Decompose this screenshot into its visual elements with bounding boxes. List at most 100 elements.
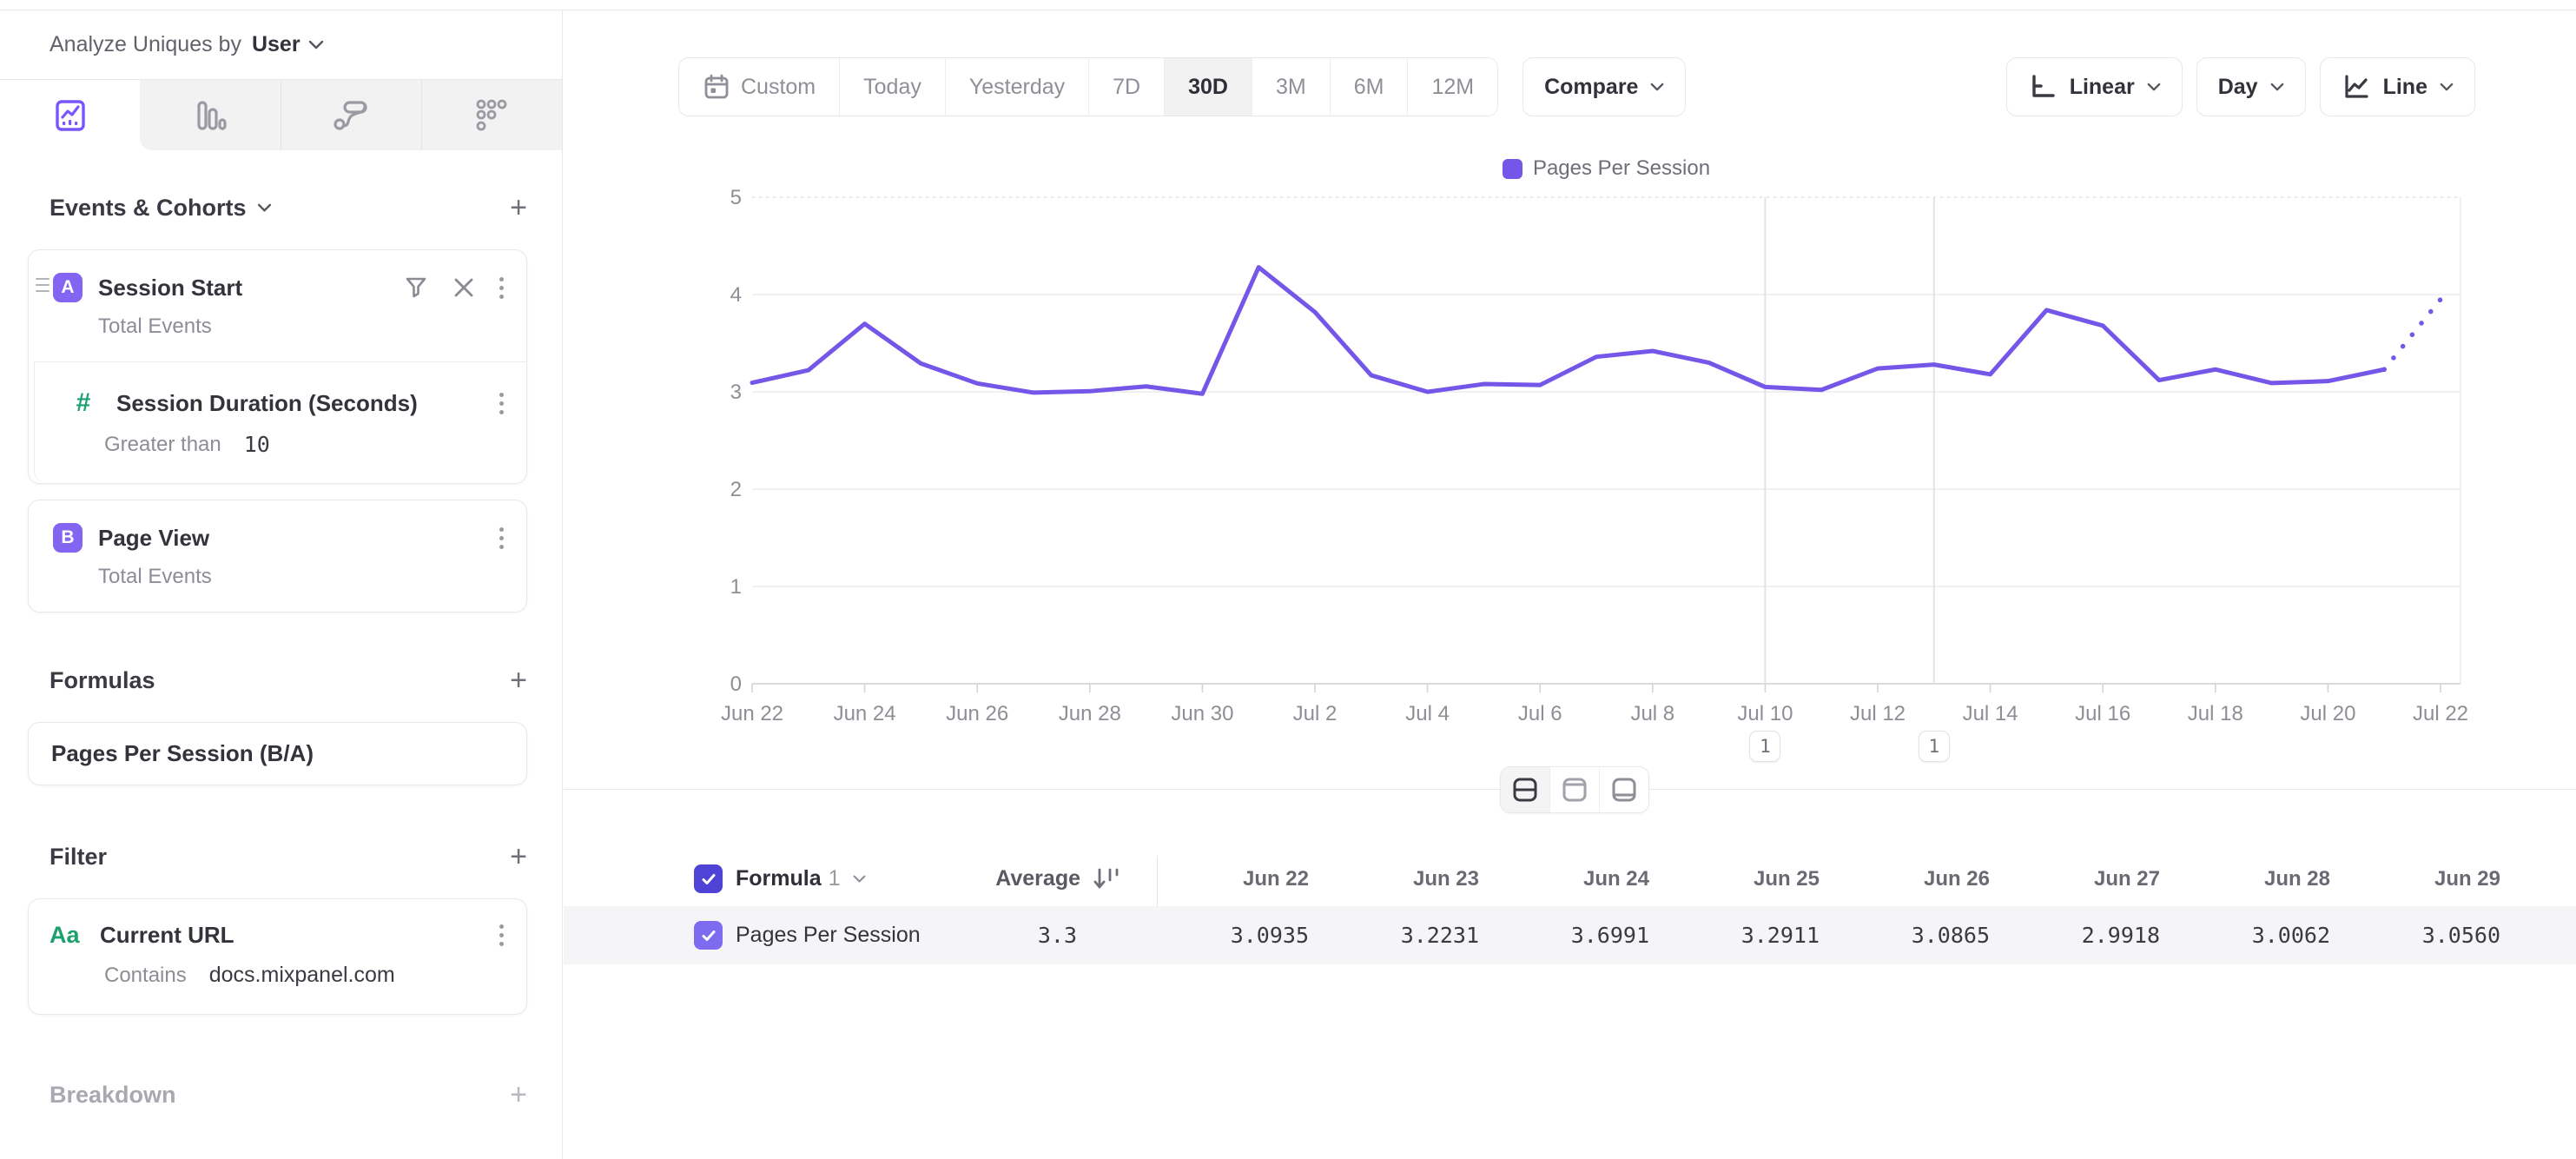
- series-group-header[interactable]: Formula 1: [736, 866, 866, 891]
- compare-dropdown[interactable]: Compare: [1522, 57, 1687, 116]
- layout-split-view-button[interactable]: [1501, 767, 1549, 812]
- scale-label: Linear: [2069, 74, 2135, 99]
- date-column-header[interactable]: Jun 22: [1242, 866, 1309, 891]
- add-filter-button[interactable]: +: [510, 840, 527, 873]
- formula-card[interactable]: Pages Per Session (B/A): [28, 722, 527, 785]
- analyze-by-dropdown[interactable]: User: [252, 32, 324, 57]
- range-today[interactable]: Today: [839, 58, 945, 116]
- filter-icon[interactable]: [404, 275, 428, 300]
- layout-table-only-button[interactable]: [1599, 767, 1648, 812]
- chart-only-icon: [1562, 778, 1587, 802]
- formula-expression: Pages Per Session (B/A): [51, 740, 314, 766]
- series-line-projected: [2381, 296, 2443, 372]
- operator-value[interactable]: 10: [243, 432, 270, 457]
- legend-label: Pages Per Session: [1532, 156, 1711, 180]
- filter-title[interactable]: Current URL: [100, 922, 234, 948]
- scale-dropdown[interactable]: Linear: [2005, 57, 2183, 116]
- analyze-header: Analyze Uniques by User: [0, 10, 562, 80]
- event-title[interactable]: Session Start: [98, 274, 243, 301]
- funnels-bars-icon: [197, 100, 227, 130]
- value-cell: 3.0865: [1911, 923, 1990, 948]
- chart-area: 0 1 2 3 4 5 Jun 22 Jun 24 Jun 26 Jun 28 Jun 30 Jul …: [564, 184, 2576, 775]
- range-custom[interactable]: Custom: [679, 58, 840, 116]
- value-cell: 3.2231: [1400, 923, 1479, 948]
- operator-value[interactable]: docs.mixpanel.com: [208, 963, 395, 987]
- chart-toolbar: Custom Today Yesterday 7D 30D 3M 6M 12M Compare…: [564, 57, 2576, 116]
- event-letter-badge: B: [53, 523, 83, 553]
- add-breakdown-button[interactable]: +: [510, 1078, 527, 1111]
- property-title[interactable]: Session Duration (Seconds): [116, 389, 418, 416]
- event-row[interactable]: A Session Start: [29, 250, 526, 302]
- value-cell: 3.0935: [1230, 923, 1309, 948]
- filter-row[interactable]: Aa Current URL: [29, 899, 526, 949]
- formula-header-number: 1: [828, 866, 841, 891]
- line-chart-icon: [2344, 75, 2368, 98]
- range-12m[interactable]: 12M: [1407, 58, 1498, 116]
- date-column-header[interactable]: Jun 27: [2093, 866, 2160, 891]
- range-3m[interactable]: 3M: [1251, 58, 1330, 116]
- calendar-icon: [704, 74, 729, 99]
- tab-insights[interactable]: [0, 80, 141, 150]
- breakdown-section-header: Breakdown +: [28, 1069, 527, 1121]
- close-icon[interactable]: [452, 276, 475, 299]
- table-only-icon: [1612, 778, 1636, 802]
- date-column-header[interactable]: Jun 25: [1753, 866, 1820, 891]
- range-label: Yesterday: [968, 74, 1066, 99]
- range-label: Today: [863, 74, 921, 99]
- range-label: 30D: [1188, 74, 1228, 99]
- chart-type-dropdown[interactable]: Line: [2319, 57, 2475, 116]
- annotation-badge[interactable]: 1: [1918, 731, 1950, 762]
- event-measure[interactable]: Total Events: [98, 565, 212, 588]
- filter-operator-row: Contains docs.mixpanel.com: [29, 949, 526, 1014]
- series-line: [750, 265, 2387, 396]
- chevron-down-icon: [308, 40, 323, 49]
- event-row[interactable]: B Page View: [29, 500, 526, 553]
- row-series-name: Pages Per Session: [736, 923, 921, 947]
- query-builder-sidebar: Analyze Uniques by User: [0, 10, 563, 1159]
- date-column-header[interactable]: Jun 23: [1412, 866, 1479, 891]
- drag-handle-icon[interactable]: [36, 278, 50, 292]
- range-6m[interactable]: 6M: [1329, 58, 1408, 116]
- range-label: Custom: [741, 74, 816, 99]
- date-column-headers: Jun 22 Jun 23 Jun 24 Jun 25 Jun 26 Jun 27 Jun …: [1158, 851, 2576, 906]
- kebab-menu-icon[interactable]: [499, 527, 504, 549]
- range-label: 6M: [1353, 74, 1384, 99]
- date-column-header[interactable]: Jun 26: [1923, 866, 1990, 891]
- operator-label[interactable]: Greater than: [104, 432, 221, 456]
- y-tick-label: 0: [730, 672, 742, 696]
- event-title[interactable]: Page View: [98, 524, 210, 551]
- range-yesterday[interactable]: Yesterday: [944, 58, 1089, 116]
- property-row[interactable]: # Session Duration (Seconds): [35, 362, 526, 418]
- annotation-badge[interactable]: 1: [1749, 731, 1781, 762]
- operator-label[interactable]: Contains: [104, 963, 187, 987]
- add-formula-button[interactable]: +: [510, 664, 527, 697]
- date-column-header[interactable]: Jun 29: [2434, 866, 2500, 891]
- range-7d[interactable]: 7D: [1088, 58, 1165, 116]
- chevron-down-icon: [853, 875, 865, 883]
- tab-funnels[interactable]: [140, 80, 281, 150]
- kebab-menu-icon[interactable]: [499, 392, 504, 414]
- legend-item[interactable]: Pages Per Session: [1502, 156, 1711, 181]
- line-chart-plot[interactable]: 0 1 2 3 4 5 Jun 22 Jun 24 Jun 26 Jun 28 Jun 30 Jul …: [564, 184, 2576, 775]
- date-column-header[interactable]: Jun 28: [2263, 866, 2330, 891]
- add-event-button[interactable]: +: [510, 191, 527, 224]
- select-all-checkbox[interactable]: [694, 864, 723, 893]
- date-column-header[interactable]: Jun 24: [1582, 866, 1649, 891]
- tab-flows[interactable]: [280, 80, 421, 150]
- filter-section-header: Filter +: [28, 831, 527, 883]
- layout-toggle-group: [1500, 766, 1649, 813]
- range-label: 12M: [1431, 74, 1475, 99]
- kebab-menu-icon[interactable]: [499, 924, 504, 946]
- chevron-down-icon[interactable]: [257, 203, 272, 213]
- property-operator-row: Greater than 10: [35, 418, 526, 483]
- row-checkbox[interactable]: [694, 921, 723, 950]
- x-tick-label: Jul 6: [1518, 702, 1562, 725]
- table-data-row[interactable]: Pages Per Session 3.3 3.0935 3.2231 3.6991…: [564, 906, 2576, 964]
- kebab-menu-icon[interactable]: [499, 276, 504, 299]
- range-30d[interactable]: 30D: [1164, 58, 1252, 116]
- interval-dropdown[interactable]: Day: [2196, 57, 2306, 116]
- tab-retention[interactable]: [420, 80, 562, 150]
- layout-chart-only-button[interactable]: [1549, 767, 1599, 812]
- average-column-header[interactable]: Average: [995, 865, 1122, 893]
- event-measure[interactable]: Total Events: [98, 315, 212, 338]
